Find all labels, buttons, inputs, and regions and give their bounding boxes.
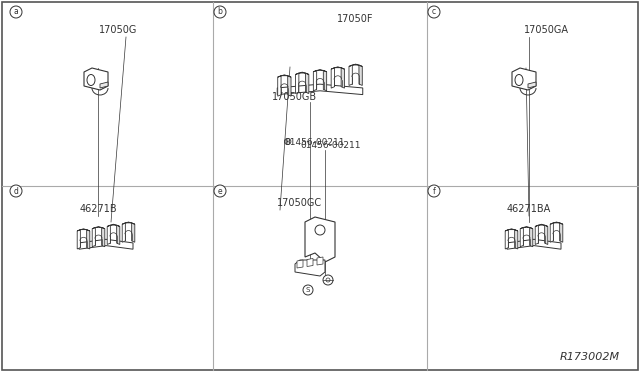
- Ellipse shape: [515, 74, 523, 86]
- Text: 01456-00211: 01456-00211: [285, 138, 345, 147]
- Polygon shape: [108, 225, 110, 244]
- Polygon shape: [84, 68, 108, 90]
- Polygon shape: [550, 222, 563, 224]
- Polygon shape: [341, 68, 344, 88]
- Polygon shape: [314, 70, 317, 91]
- Circle shape: [323, 275, 333, 285]
- Polygon shape: [535, 224, 548, 227]
- Polygon shape: [102, 227, 105, 247]
- Circle shape: [315, 225, 325, 235]
- Circle shape: [428, 6, 440, 18]
- Polygon shape: [77, 229, 90, 231]
- Circle shape: [303, 285, 313, 295]
- Polygon shape: [545, 225, 548, 244]
- Polygon shape: [77, 230, 81, 249]
- Polygon shape: [314, 70, 326, 72]
- Polygon shape: [278, 75, 291, 77]
- Polygon shape: [507, 239, 561, 249]
- Text: a: a: [13, 7, 19, 16]
- Text: 17050GB: 17050GB: [273, 92, 317, 102]
- Text: d: d: [13, 186, 19, 196]
- Polygon shape: [295, 260, 325, 276]
- Polygon shape: [323, 70, 326, 91]
- Polygon shape: [359, 65, 362, 86]
- Polygon shape: [79, 239, 133, 249]
- Polygon shape: [86, 230, 90, 249]
- Polygon shape: [515, 230, 518, 249]
- Polygon shape: [92, 227, 95, 247]
- Polygon shape: [116, 225, 120, 244]
- Polygon shape: [296, 72, 309, 74]
- Polygon shape: [505, 229, 518, 231]
- Polygon shape: [349, 64, 362, 67]
- Polygon shape: [92, 227, 105, 229]
- Polygon shape: [278, 76, 281, 96]
- Polygon shape: [317, 257, 323, 265]
- Circle shape: [428, 185, 440, 197]
- Text: S: S: [306, 287, 310, 293]
- Polygon shape: [520, 227, 532, 229]
- Polygon shape: [305, 73, 309, 93]
- Text: 17050GC: 17050GC: [277, 198, 323, 208]
- Polygon shape: [331, 68, 335, 88]
- Polygon shape: [512, 68, 536, 90]
- Polygon shape: [305, 217, 335, 262]
- Text: c: c: [432, 7, 436, 16]
- Polygon shape: [559, 223, 563, 242]
- Polygon shape: [535, 225, 538, 244]
- Polygon shape: [277, 84, 363, 94]
- Text: 01456-00211: 01456-00211: [300, 141, 360, 150]
- Text: 46271B: 46271B: [79, 204, 117, 214]
- Polygon shape: [297, 260, 303, 268]
- Polygon shape: [520, 227, 524, 247]
- Ellipse shape: [87, 74, 95, 86]
- Polygon shape: [528, 82, 536, 88]
- Polygon shape: [505, 230, 508, 249]
- Polygon shape: [530, 227, 532, 247]
- Text: f: f: [433, 186, 435, 196]
- Circle shape: [10, 6, 22, 18]
- Polygon shape: [307, 259, 313, 266]
- Polygon shape: [296, 73, 299, 93]
- Polygon shape: [100, 82, 108, 88]
- Text: 17050G: 17050G: [99, 25, 137, 35]
- Polygon shape: [132, 223, 135, 242]
- Text: b: b: [218, 7, 223, 16]
- Text: 17050F: 17050F: [337, 14, 373, 24]
- Polygon shape: [122, 222, 135, 224]
- Text: 17050GA: 17050GA: [524, 25, 568, 35]
- Circle shape: [10, 185, 22, 197]
- Circle shape: [214, 185, 226, 197]
- Text: 46271BA: 46271BA: [507, 204, 551, 214]
- Polygon shape: [288, 76, 291, 96]
- Text: ⊛: ⊛: [284, 137, 292, 147]
- Polygon shape: [331, 67, 344, 69]
- Text: R173002M: R173002M: [560, 352, 620, 362]
- Circle shape: [214, 6, 226, 18]
- Polygon shape: [550, 223, 554, 242]
- Circle shape: [326, 278, 330, 282]
- Polygon shape: [108, 224, 120, 227]
- Text: e: e: [218, 186, 222, 196]
- Polygon shape: [349, 65, 352, 86]
- Polygon shape: [122, 223, 125, 242]
